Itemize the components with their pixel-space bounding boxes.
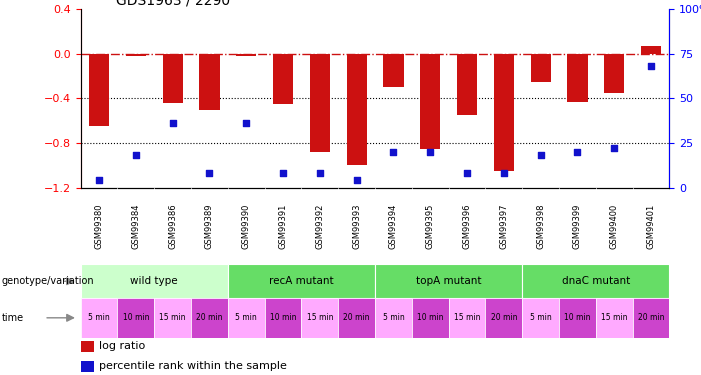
Text: 20 min: 20 min bbox=[196, 314, 223, 322]
Bar bbox=[118, 298, 154, 338]
Bar bbox=[310, 54, 330, 152]
Point bbox=[314, 170, 325, 176]
Bar bbox=[375, 298, 412, 338]
Bar bbox=[559, 298, 596, 338]
Text: GSM99401: GSM99401 bbox=[646, 203, 655, 249]
Text: 5 min: 5 min bbox=[88, 314, 110, 322]
Text: GSM99394: GSM99394 bbox=[389, 203, 398, 249]
Bar bbox=[81, 361, 93, 372]
Bar bbox=[199, 54, 219, 110]
Bar bbox=[81, 298, 118, 338]
Text: log ratio: log ratio bbox=[100, 341, 146, 351]
Bar bbox=[531, 54, 551, 82]
Text: 15 min: 15 min bbox=[159, 314, 186, 322]
Bar bbox=[375, 264, 522, 298]
Bar bbox=[457, 54, 477, 115]
Bar bbox=[383, 54, 404, 87]
Bar bbox=[449, 298, 485, 338]
Bar bbox=[81, 264, 228, 298]
Text: GSM99390: GSM99390 bbox=[242, 203, 251, 249]
Text: 5 min: 5 min bbox=[383, 314, 404, 322]
Bar bbox=[154, 298, 191, 338]
Text: percentile rank within the sample: percentile rank within the sample bbox=[100, 362, 287, 371]
Text: time: time bbox=[1, 313, 24, 323]
Text: 10 min: 10 min bbox=[270, 314, 297, 322]
Text: GSM99398: GSM99398 bbox=[536, 203, 545, 249]
Text: dnaC mutant: dnaC mutant bbox=[562, 276, 630, 286]
Bar bbox=[338, 298, 375, 338]
Point bbox=[425, 149, 436, 155]
Text: 10 min: 10 min bbox=[564, 314, 591, 322]
Bar bbox=[301, 298, 338, 338]
Point bbox=[572, 149, 583, 155]
Text: GSM99392: GSM99392 bbox=[315, 203, 325, 249]
Point bbox=[498, 170, 510, 176]
Text: GSM99393: GSM99393 bbox=[352, 203, 361, 249]
Point bbox=[93, 177, 104, 183]
Point bbox=[240, 120, 252, 126]
Point bbox=[204, 170, 215, 176]
Point bbox=[608, 146, 620, 152]
Text: GDS1963 / 2290: GDS1963 / 2290 bbox=[116, 0, 230, 8]
Bar bbox=[522, 264, 669, 298]
Bar bbox=[567, 54, 587, 102]
Bar bbox=[412, 298, 449, 338]
Bar bbox=[604, 54, 625, 93]
Text: recA mutant: recA mutant bbox=[269, 276, 334, 286]
Bar bbox=[191, 298, 228, 338]
Text: 20 min: 20 min bbox=[343, 314, 370, 322]
Bar bbox=[125, 54, 146, 56]
Text: GSM99395: GSM99395 bbox=[426, 203, 435, 249]
Text: GSM99397: GSM99397 bbox=[499, 203, 508, 249]
Point bbox=[130, 152, 142, 158]
Text: topA mutant: topA mutant bbox=[416, 276, 482, 286]
Text: 5 min: 5 min bbox=[236, 314, 257, 322]
Point bbox=[278, 170, 289, 176]
Bar bbox=[228, 264, 375, 298]
Text: GSM99391: GSM99391 bbox=[278, 203, 287, 249]
Text: 5 min: 5 min bbox=[530, 314, 552, 322]
Text: genotype/variation: genotype/variation bbox=[1, 276, 94, 286]
Bar bbox=[163, 54, 183, 103]
Text: 10 min: 10 min bbox=[123, 314, 149, 322]
Bar bbox=[485, 298, 522, 338]
Bar bbox=[265, 298, 301, 338]
Point bbox=[351, 177, 362, 183]
Text: GSM99399: GSM99399 bbox=[573, 203, 582, 249]
Point bbox=[646, 63, 657, 69]
Bar bbox=[632, 298, 669, 338]
Point bbox=[535, 152, 546, 158]
Text: GSM99400: GSM99400 bbox=[610, 203, 619, 249]
Bar bbox=[273, 54, 293, 104]
Point bbox=[461, 170, 472, 176]
Text: GSM99384: GSM99384 bbox=[131, 203, 140, 249]
Text: wild type: wild type bbox=[130, 276, 178, 286]
Bar bbox=[346, 54, 367, 165]
Bar bbox=[89, 54, 109, 126]
Point bbox=[388, 149, 399, 155]
Text: 15 min: 15 min bbox=[306, 314, 333, 322]
Bar bbox=[641, 46, 661, 54]
Bar bbox=[420, 54, 440, 148]
Bar bbox=[596, 298, 632, 338]
Text: 15 min: 15 min bbox=[601, 314, 627, 322]
Text: 15 min: 15 min bbox=[454, 314, 480, 322]
Bar bbox=[522, 298, 559, 338]
Bar bbox=[494, 54, 514, 171]
Bar bbox=[236, 54, 257, 56]
Bar bbox=[228, 298, 265, 338]
Text: GSM99386: GSM99386 bbox=[168, 203, 177, 249]
Text: GSM99396: GSM99396 bbox=[463, 203, 472, 249]
Bar bbox=[81, 340, 93, 352]
Text: 20 min: 20 min bbox=[638, 314, 665, 322]
Text: 20 min: 20 min bbox=[491, 314, 517, 322]
Text: GSM99389: GSM99389 bbox=[205, 203, 214, 249]
Text: 10 min: 10 min bbox=[417, 314, 444, 322]
Text: GSM99380: GSM99380 bbox=[95, 203, 104, 249]
Point bbox=[167, 120, 178, 126]
